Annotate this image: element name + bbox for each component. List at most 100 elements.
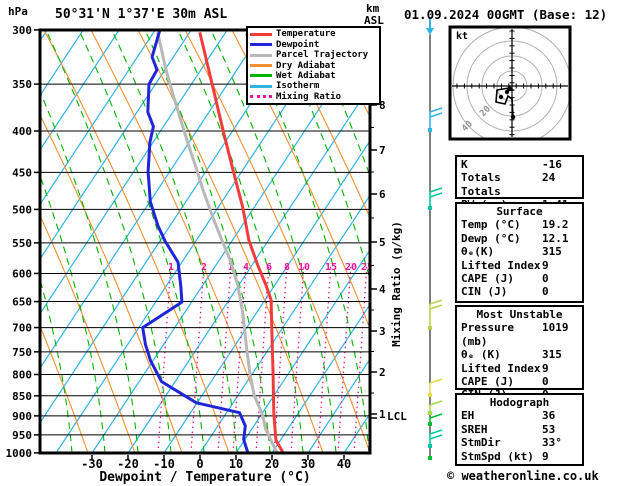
table-row: EH 36: [461, 409, 578, 422]
legend-line-swatch: [250, 64, 272, 67]
wind-barb: [428, 107, 443, 132]
legend-item-parcel-trajectory: Parcel Trajectory: [250, 50, 377, 60]
line-shape: [429, 112, 443, 118]
surface-temp-label: Temp (°C): [461, 218, 521, 232]
table-row: Lifted Index 9: [461, 362, 578, 375]
stmdir-label: StmDir: [461, 436, 501, 450]
table-row: Lifted Index 9: [461, 259, 578, 272]
table-row: SREH 53: [461, 423, 578, 436]
mixing-ratio-value-label: 20: [345, 262, 357, 273]
isotherm-line: [307, 357, 370, 453]
asl-axis-unit-label: ASL: [364, 14, 384, 27]
wind-barb-column: [426, 17, 443, 460]
table-row: CAPE (J) 0: [461, 375, 578, 388]
table-row: StmSpd (kt) 9: [461, 450, 578, 463]
sreh-label: SREH: [461, 422, 488, 436]
mixing-ratio-line: [157, 262, 172, 453]
parcel-trajectory-curve: [156, 31, 279, 453]
wind-barb: [428, 429, 443, 448]
hodograph-table: Hodograph EH 36 SREH 53 StmDir 33° StmSpd (…: [455, 393, 584, 466]
temp-tick-label: 10: [229, 457, 243, 471]
mu-pressure-value: 1019: [542, 321, 569, 335]
dry-adiabat-line: [40, 214, 136, 453]
stmdir-value: 33°: [542, 436, 562, 450]
surface-cape-value: 0: [542, 272, 549, 286]
index-tt-value: 24: [542, 171, 556, 185]
wind-barb: [428, 400, 443, 415]
pressure-tick-label: 900: [12, 410, 32, 423]
dry-adiabat-line: [43, 30, 230, 453]
temp-tick-label: 0: [196, 457, 203, 471]
wet-adiabat-line: [40, 174, 106, 453]
hodograph-trace: [495, 87, 514, 118]
table-row: StmDir 33°: [461, 436, 578, 449]
temp-tick-label: -10: [153, 457, 175, 471]
legend-item-label: Dry Adiabat: [276, 60, 336, 71]
legend-item-dry-adiabat: Dry Adiabat: [250, 61, 377, 71]
mixing-ratio-value-label: 1: [168, 262, 174, 273]
line-shape: [429, 107, 443, 113]
wet-adiabat-line: [111, 30, 238, 453]
table-row: Totals Totals 24: [461, 171, 578, 198]
km-tick-label: 8: [379, 99, 386, 112]
credit-text: © weatheronline.co.uk: [447, 469, 599, 483]
mixing-ratio-line: [353, 262, 368, 453]
hodograph-border: [448, 25, 572, 141]
legend-item-label: Parcel Trajectory: [276, 50, 369, 61]
mixing-ratio-line: [217, 262, 232, 453]
table-row: CIN (J) 0: [461, 285, 578, 298]
table-row: CAPE (J) 0: [461, 272, 578, 285]
temp-axis-title: Dewpoint / Temperature (°C): [99, 470, 311, 485]
temp-tick-label: 40: [337, 457, 351, 471]
pressure-tick-label: 950: [12, 429, 32, 442]
lcl-label: LCL: [387, 410, 407, 423]
mixing-ratio-line: [317, 262, 332, 453]
pressure-tick-label: 750: [12, 346, 32, 359]
skewt-background: 1 2 3 4 6 8 10 15 20 25: [0, 30, 370, 453]
mu-cape-value: 0: [542, 375, 549, 389]
mixing-ratio-line: [255, 262, 270, 453]
legend-item-label: Temperature: [276, 29, 336, 40]
rect-shape: [428, 456, 432, 460]
mixing-ratio-line: [190, 262, 205, 453]
hodograph-table-title: Hodograph: [489, 396, 550, 409]
temp-tick-label: 20: [265, 457, 279, 471]
line-shape: [429, 434, 443, 440]
hodograph-ring-label: 20: [478, 104, 493, 119]
isotherm-line: [271, 303, 370, 453]
mixing-ratio-value-label: 6: [266, 262, 272, 273]
mixing-ratio-value-label: 10: [298, 262, 310, 273]
line-shape: [429, 299, 443, 305]
mixing-ratio-value-label: 2: [201, 262, 207, 273]
line-shape: [429, 304, 443, 310]
surface-thetae-label: θₑ(K): [461, 245, 495, 259]
legend-item-mixing-ratio: Mixing Ratio: [250, 92, 377, 102]
temp-tick-label: -20: [117, 457, 139, 471]
isotherm-line: [40, 30, 120, 152]
legend-item-label: Dewpoint: [276, 39, 320, 50]
pressure-tick-label: 350: [12, 78, 32, 91]
wind-barb: [428, 187, 443, 210]
surface-dewp-label: Dewp (°C): [461, 231, 521, 245]
mixing-ratio-line: [273, 262, 288, 453]
surface-table: Surface Temp (°C) 19.2 Dewp (°C) 12.1 θₑ(K…: [455, 202, 584, 303]
legend-line-swatch: [250, 53, 272, 57]
mu-cape-label: CAPE (J): [461, 375, 514, 389]
mixing-ratio-value-label: 4: [243, 262, 249, 273]
wind-barb: [428, 299, 443, 330]
surface-thetae-value: 315: [542, 245, 562, 259]
dry-adiabat-line: [40, 324, 89, 453]
mixing-ratio-axis-title: Mixing Ratio (g/kg): [390, 221, 403, 347]
dewpoint-curve: [141, 30, 250, 453]
table-row: Pressure (mb) 1019: [461, 321, 578, 348]
wet-adiabat-line: [0, 30, 6, 453]
table-row: θₑ(K) 315: [461, 245, 578, 258]
pressure-unit-label: hPa: [8, 5, 28, 18]
isotherm-line: [235, 248, 370, 453]
legend-item-label: Wet Adiabat: [276, 70, 336, 81]
wet-adiabat-line: [40, 277, 73, 453]
pressure-tick-label: 300: [12, 24, 32, 37]
pressure-tick-label: 450: [12, 166, 32, 179]
surface-cape-label: CAPE (J): [461, 272, 514, 286]
